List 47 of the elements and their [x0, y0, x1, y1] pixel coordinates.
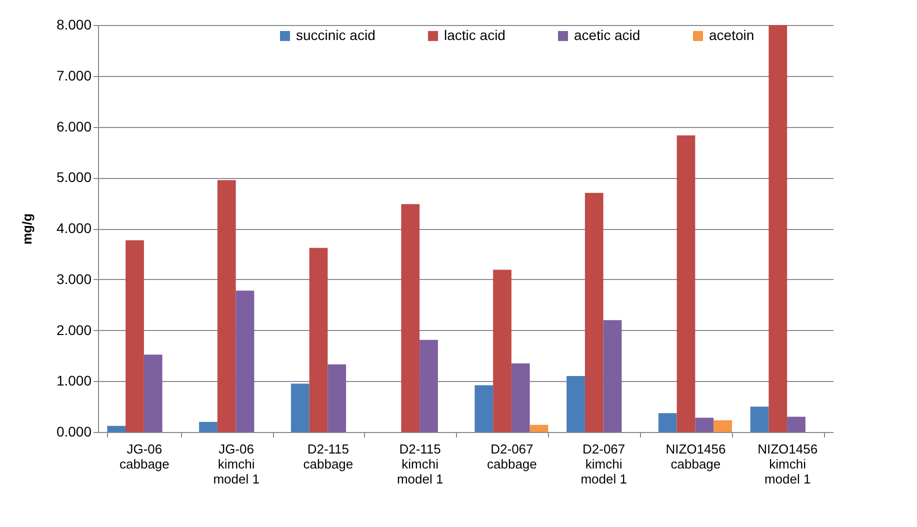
bar	[309, 248, 328, 432]
bar	[566, 376, 585, 432]
y-tick-label: 3.000	[56, 270, 92, 287]
bar	[236, 290, 254, 432]
bar	[290, 384, 310, 432]
bar	[584, 192, 604, 432]
x-tick-label: JG-06 cabbage	[119, 442, 170, 472]
legend-label: acetic acid	[574, 27, 640, 43]
bar	[511, 363, 530, 432]
bar	[787, 416, 806, 432]
x-tick-label: D2-067 cabbage	[486, 442, 537, 472]
y-tick-label: 4.000	[56, 220, 92, 236]
bar	[676, 135, 696, 432]
x-tick-label: NIZO1456 kimchi model 1	[758, 442, 818, 486]
bar	[530, 424, 548, 432]
bar	[144, 354, 162, 432]
y-tick-label: 6.000	[56, 118, 92, 134]
bar	[750, 406, 769, 432]
bar	[420, 340, 438, 432]
y-tick-label: 5.000	[56, 169, 92, 186]
x-tick-label: D2-115 kimchi model 1	[396, 442, 444, 486]
bar	[126, 240, 144, 432]
bar	[217, 180, 236, 432]
legend-label: acetoin	[709, 27, 754, 43]
bar	[474, 385, 494, 432]
bar	[695, 418, 714, 432]
bar	[107, 426, 126, 432]
y-axis-title: mg/g	[19, 213, 34, 245]
x-tick-label: D2-067 kimchi model 1	[580, 442, 627, 486]
x-tick-label: D2-115 cabbage	[303, 442, 354, 472]
x-tick-label: JG-06 kimchi model 1	[213, 442, 260, 486]
bar	[603, 320, 622, 432]
bar	[658, 413, 677, 432]
y-tick-label: 1.000	[56, 372, 92, 389]
bar	[768, 25, 788, 432]
y-tick-label: 7.000	[56, 67, 92, 84]
y-tick-label: 8.000	[56, 16, 92, 32]
bar	[328, 364, 346, 432]
bar	[401, 204, 420, 432]
bar	[493, 270, 512, 432]
y-tick-label: 0.000	[56, 424, 92, 440]
x-tick-label: NIZO1456 cabbage	[666, 442, 726, 472]
y-tick-label: 2.000	[56, 322, 92, 338]
bar	[714, 420, 732, 432]
legend-label: succinic acid	[296, 27, 376, 43]
bar	[199, 422, 218, 432]
legend-label: lactic acid	[444, 27, 506, 43]
